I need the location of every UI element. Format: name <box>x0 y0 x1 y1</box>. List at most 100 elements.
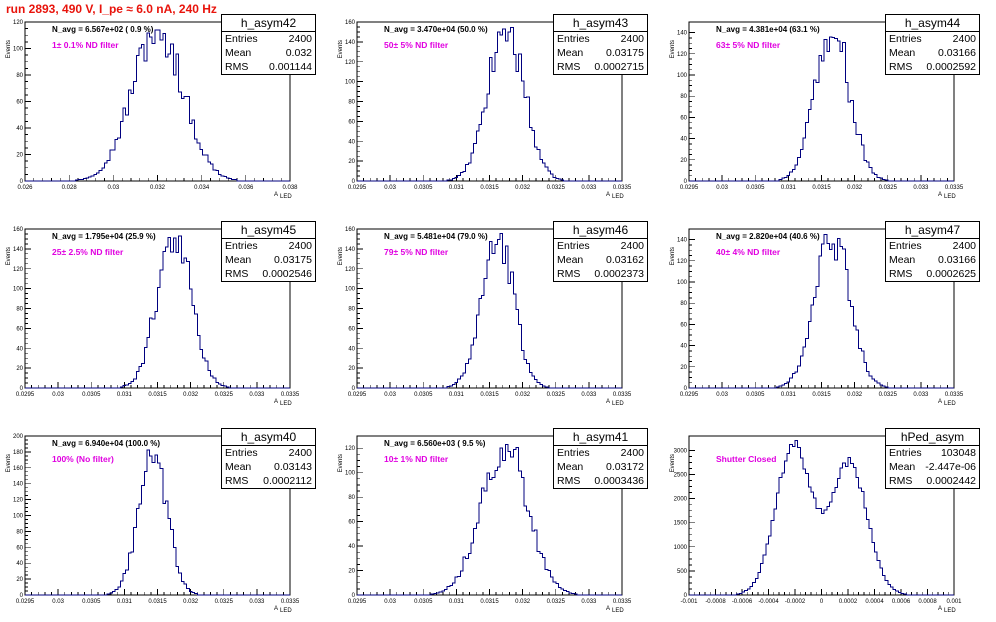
stats-rms: RMS 0.0002546 <box>222 267 315 281</box>
stats-entries: Entries 2400 <box>554 32 647 46</box>
navg-label: N_avg = 2.820e+04 (40.6 %) <box>716 232 820 241</box>
x-tick-label: 0.0315 <box>148 599 167 605</box>
stats-mean-value: 0.03143 <box>274 461 312 473</box>
stats-entries-value: 2400 <box>620 33 644 45</box>
y-tick-label: 120 <box>13 20 24 26</box>
y-tick-label: 120 <box>345 267 356 273</box>
stats-rms-label: RMS <box>225 268 249 280</box>
stats-mean: Mean 0.03166 <box>886 46 979 60</box>
y-tick-label: 40 <box>680 344 687 350</box>
stats-title: h_asym40 <box>222 429 315 446</box>
x-tick-label: 0.033 <box>913 185 929 191</box>
navg-label: N_avg = 6.567e+02 ( 0.9 %) <box>52 25 154 34</box>
y-tick-label: 60 <box>16 545 23 551</box>
x-tick-label: 0.0335 <box>281 392 300 398</box>
stats-mean-value: 0.03175 <box>274 254 312 266</box>
stats-entries: Entries 2400 <box>886 32 979 46</box>
x-tick-label: 0.031 <box>449 185 465 191</box>
stats-mean-label: Mean <box>557 254 584 266</box>
stats-mean-label: Mean <box>225 47 252 59</box>
y-tick-label: 40 <box>348 139 355 145</box>
y-tick-label: 120 <box>345 446 356 452</box>
stats-mean-label: Mean <box>889 254 916 266</box>
y-tick-label: 140 <box>345 247 356 253</box>
x-tick-label: 0.032 <box>183 392 199 398</box>
stats-rms-label: RMS <box>225 475 249 487</box>
stats-mean: Mean 0.03143 <box>222 460 315 474</box>
x-tick-label: 0.0315 <box>480 185 499 191</box>
stats-box: h_asym47 Entries 2400 Mean 0.03166 RMS 0.00026… <box>885 221 980 282</box>
stats-box: hPed_asym Entries 103048 Mean -2.447e-06 RMS 0… <box>885 428 980 489</box>
x-tick-label: 0.03 <box>384 392 396 398</box>
histogram-line <box>25 449 290 596</box>
stats-rms: RMS 0.0002592 <box>886 60 979 74</box>
x-axis-subscript: LED <box>612 401 624 407</box>
x-tick-label: 0.0305 <box>414 185 433 191</box>
stats-rms-value: 0.0002625 <box>926 268 976 280</box>
y-tick-label: 20 <box>680 158 687 164</box>
stats-rms: RMS 0.0002112 <box>222 474 315 488</box>
y-tick-label: 160 <box>13 466 24 472</box>
navg-label: N_avg = 5.481e+04 (79.0 %) <box>384 232 488 241</box>
stats-mean-label: Mean <box>225 254 252 266</box>
x-tick-label: 0.0315 <box>812 185 831 191</box>
histogram-chart: 0 500 1000 1500 2000 2500 3000 -0.001 -0.0008 -0.… <box>670 435 962 614</box>
stats-rms-value: 0.0002112 <box>263 475 312 487</box>
stats-entries-value: 2400 <box>620 447 644 459</box>
x-axis-title: A <box>274 606 278 612</box>
x-tick-label: 0.001 <box>946 599 962 605</box>
stats-entries-value: 2400 <box>288 33 312 45</box>
x-tick-label: 0.0305 <box>414 599 433 605</box>
y-tick-label: 40 <box>348 544 355 550</box>
stats-rms-label: RMS <box>557 475 581 487</box>
stats-entries: Entries 2400 <box>222 446 315 460</box>
y-tick-label: 20 <box>348 159 355 165</box>
x-tick-label: -0.0008 <box>705 599 726 605</box>
x-tick-label: 0.0325 <box>879 185 898 191</box>
y-tick-label: 100 <box>13 47 24 53</box>
stats-rms: RMS 0.0002442 <box>886 474 979 488</box>
stats-title: h_asym42 <box>222 15 315 32</box>
x-axis-title: A <box>938 192 942 198</box>
stats-title: h_asym47 <box>886 222 979 239</box>
filter-label: Shutter Closed <box>716 454 776 464</box>
x-axis-subscript: LED <box>612 608 624 614</box>
stats-box: h_asym43 Entries 2400 Mean 0.03175 RMS 0.00027… <box>553 14 648 75</box>
histogram-line <box>357 233 622 389</box>
x-tick-label: 0.033 <box>581 392 597 398</box>
histogram-panel-hPed_asym: 0 500 1000 1500 2000 2500 3000 -0.001 -0.0008 -0.… <box>664 414 996 621</box>
stats-rms-value: 0.0002546 <box>262 268 312 280</box>
stats-rms-label: RMS <box>889 268 913 280</box>
stats-mean-value: 0.032 <box>285 47 312 59</box>
y-tick-label: 80 <box>16 529 23 535</box>
stats-rms: RMS 0.0002373 <box>554 267 647 281</box>
x-axis-subscript: LED <box>280 608 292 614</box>
y-tick-label: 20 <box>348 366 355 372</box>
y-tick-label: 40 <box>348 346 355 352</box>
stats-entries: Entries 2400 <box>554 239 647 253</box>
y-tick-label: 140 <box>13 482 24 488</box>
y-tick-label: 0 <box>352 386 356 392</box>
x-tick-label: 0.0325 <box>879 392 898 398</box>
x-tick-label: 0.0315 <box>480 392 499 398</box>
x-tick-label: 0.032 <box>183 599 199 605</box>
stats-entries: Entries 2400 <box>222 32 315 46</box>
stats-mean: Mean 0.03175 <box>222 253 315 267</box>
y-tick-label: 100 <box>677 73 688 79</box>
navg-label: N_avg = 4.381e+04 (63.1 %) <box>716 25 820 34</box>
stats-title: h_asym45 <box>222 222 315 239</box>
x-axis-title: A <box>274 192 278 198</box>
x-tick-label: 0.0325 <box>547 392 566 398</box>
x-tick-label: 0.031 <box>781 392 797 398</box>
x-tick-label: 0.0008 <box>918 599 937 605</box>
x-tick-label: 0.0325 <box>547 599 566 605</box>
stats-mean-label: Mean <box>225 461 252 473</box>
histogram-line <box>689 233 954 389</box>
x-tick-label: 0.0305 <box>82 392 101 398</box>
x-tick-label: 0.0325 <box>215 599 234 605</box>
y-tick-label: 120 <box>345 60 356 66</box>
x-tick-label: 0.0295 <box>348 392 367 398</box>
y-tick-label: 80 <box>16 307 23 313</box>
y-tick-label: 40 <box>680 137 687 143</box>
x-axis-subscript: LED <box>612 194 624 200</box>
